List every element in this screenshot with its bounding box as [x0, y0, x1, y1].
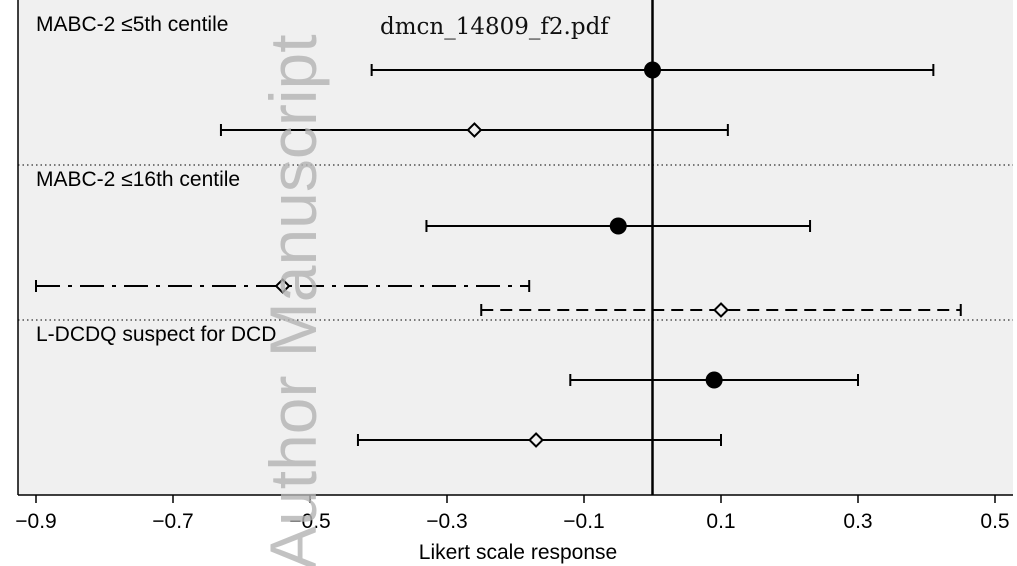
- estimate-marker-diamond: [466, 122, 483, 138]
- panel-label: MABC-2 ≤16th centile: [36, 168, 240, 191]
- panel-labels: MABC-2 ≤5th centile MABC-2 ≤16th centile L…: [36, 13, 276, 346]
- x-tick-label: 0.5: [980, 510, 1009, 533]
- estimate-marker-diamond: [274, 278, 291, 294]
- x-tick-label: −0.7: [152, 510, 193, 533]
- x-axis-label: Likert scale response: [419, 541, 617, 564]
- estimate-marker-diamond: [713, 302, 729, 318]
- estimate-marker-circle: [705, 371, 723, 389]
- panel-separators: [18, 164, 1013, 321]
- estimate-marker-circle: [609, 217, 627, 235]
- plot-area-background: [18, 0, 1013, 495]
- x-tick-label: −0.1: [563, 510, 604, 533]
- document-title: dmcn_14809_f2.pdf: [380, 14, 610, 40]
- x-axis-ticks: −0.9 −0.7 −0.5 −0.3 −0.1 0.1 0.3 0.5: [15, 495, 1010, 533]
- watermark-text: Author Manuscript: [256, 34, 330, 566]
- x-tick-label: −0.3: [426, 510, 467, 533]
- x-tick-label: 0.3: [843, 510, 872, 533]
- x-tick-label: −0.9: [15, 510, 56, 533]
- panel-label: L-DCDQ suspect for DCD: [36, 323, 276, 346]
- x-tick-label: −0.5: [289, 510, 330, 533]
- x-tick-label: 0.1: [706, 510, 735, 533]
- panel-label: MABC-2 ≤5th centile: [36, 13, 228, 36]
- estimate-marker-diamond: [528, 432, 544, 448]
